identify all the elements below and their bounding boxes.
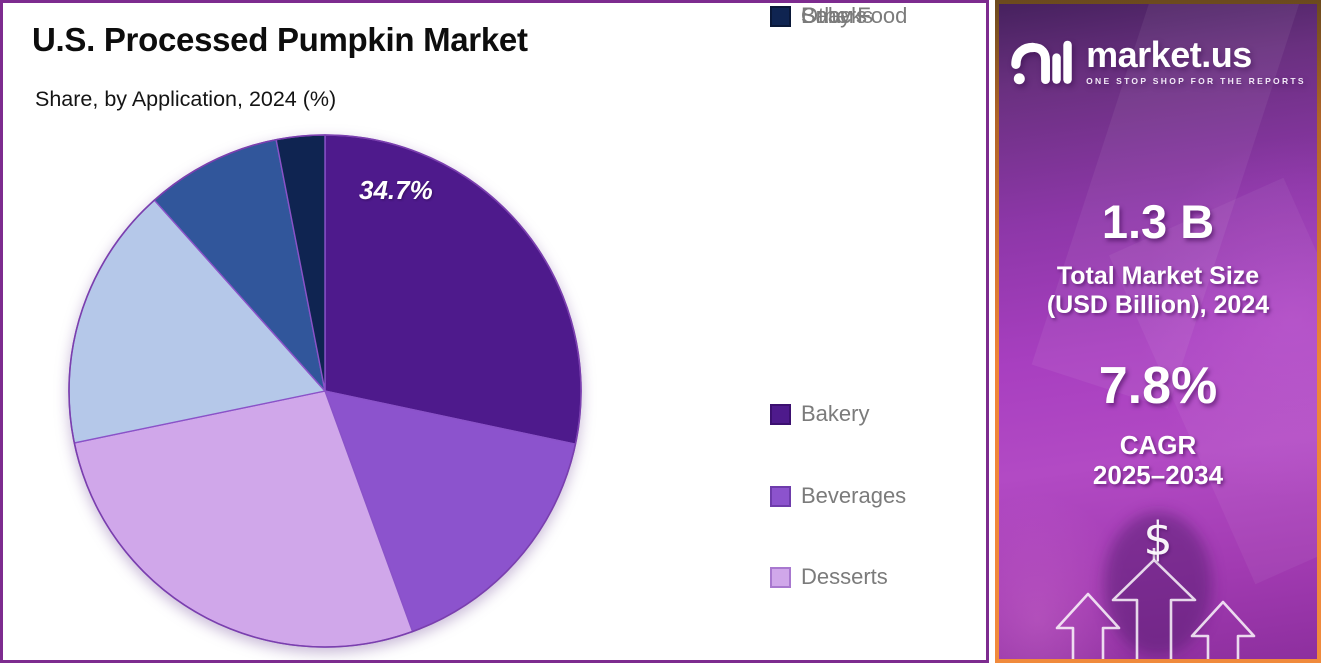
growth-arrow-icon <box>1111 558 1197 659</box>
legend-swatch-others <box>770 5 791 27</box>
legend-item-others: Others <box>770 3 867 29</box>
growth-arrows-decoration <box>1055 512 1256 659</box>
legend-label: Bakery <box>801 401 870 426</box>
legend-item-desserts: Desserts <box>770 564 888 590</box>
growth-arrow-icon <box>1055 592 1121 659</box>
legend-swatch-bakery <box>770 403 791 425</box>
cagr-value: 7.8% <box>1098 357 1218 415</box>
brand-logo: market.us ONE STOP SHOP FOR THE REPORTS <box>999 30 1317 92</box>
pie-data-label-bakery: 34.7% <box>359 175 433 205</box>
legend-item-bakery: Bakery <box>770 401 869 427</box>
legend-label: Beverages <box>801 483 907 508</box>
legend-label: Snacks <box>801 3 874 28</box>
brand-panel: market.us ONE STOP SHOP FOR THE REPORTS … <box>999 4 1317 659</box>
brand-name: market.us <box>1086 33 1252 75</box>
market-size-label-line1: Total Market Size <box>1056 262 1260 290</box>
cagr-label-line2: 2025–2034 <box>1092 460 1224 490</box>
pie-chart <box>68 134 582 648</box>
pie-rim <box>68 134 582 648</box>
legend-label: Desserts <box>801 564 888 589</box>
market-us-logo-icon <box>1011 40 1072 85</box>
brand-panel-border: market.us ONE STOP SHOP FOR THE REPORTS … <box>995 0 1321 663</box>
legend-swatch-desserts <box>770 566 791 588</box>
cagr-label: CAGR 2025–2034 <box>999 430 1317 490</box>
legend-label: Baby Food <box>801 3 908 28</box>
dollar-icon: $ <box>1143 512 1173 566</box>
chart-subtitle: Share, by Application, 2024 (%) <box>35 87 337 111</box>
chart-area: U.S. Processed Pumpkin Market Share, by … <box>0 0 989 663</box>
growth-arrow-icon <box>1190 600 1256 659</box>
dark-circle-decoration <box>1104 512 1212 656</box>
page-title: U.S. Processed Pumpkin Market <box>32 21 528 58</box>
cagr-label-line1: CAGR <box>1119 430 1197 460</box>
legend-item-beverages: Beverages <box>770 483 906 509</box>
legend-label: Others <box>801 3 868 28</box>
market-size-label-line2: (USD Billion), 2024 <box>1046 291 1270 319</box>
market-size-label: Total Market Size (USD Billion), 2024 <box>999 262 1317 320</box>
brand-tagline: ONE STOP SHOP FOR THE REPORTS <box>1086 75 1306 86</box>
legend-swatch-beverages <box>770 485 791 507</box>
market-size-value: 1.3 B <box>1101 195 1215 248</box>
